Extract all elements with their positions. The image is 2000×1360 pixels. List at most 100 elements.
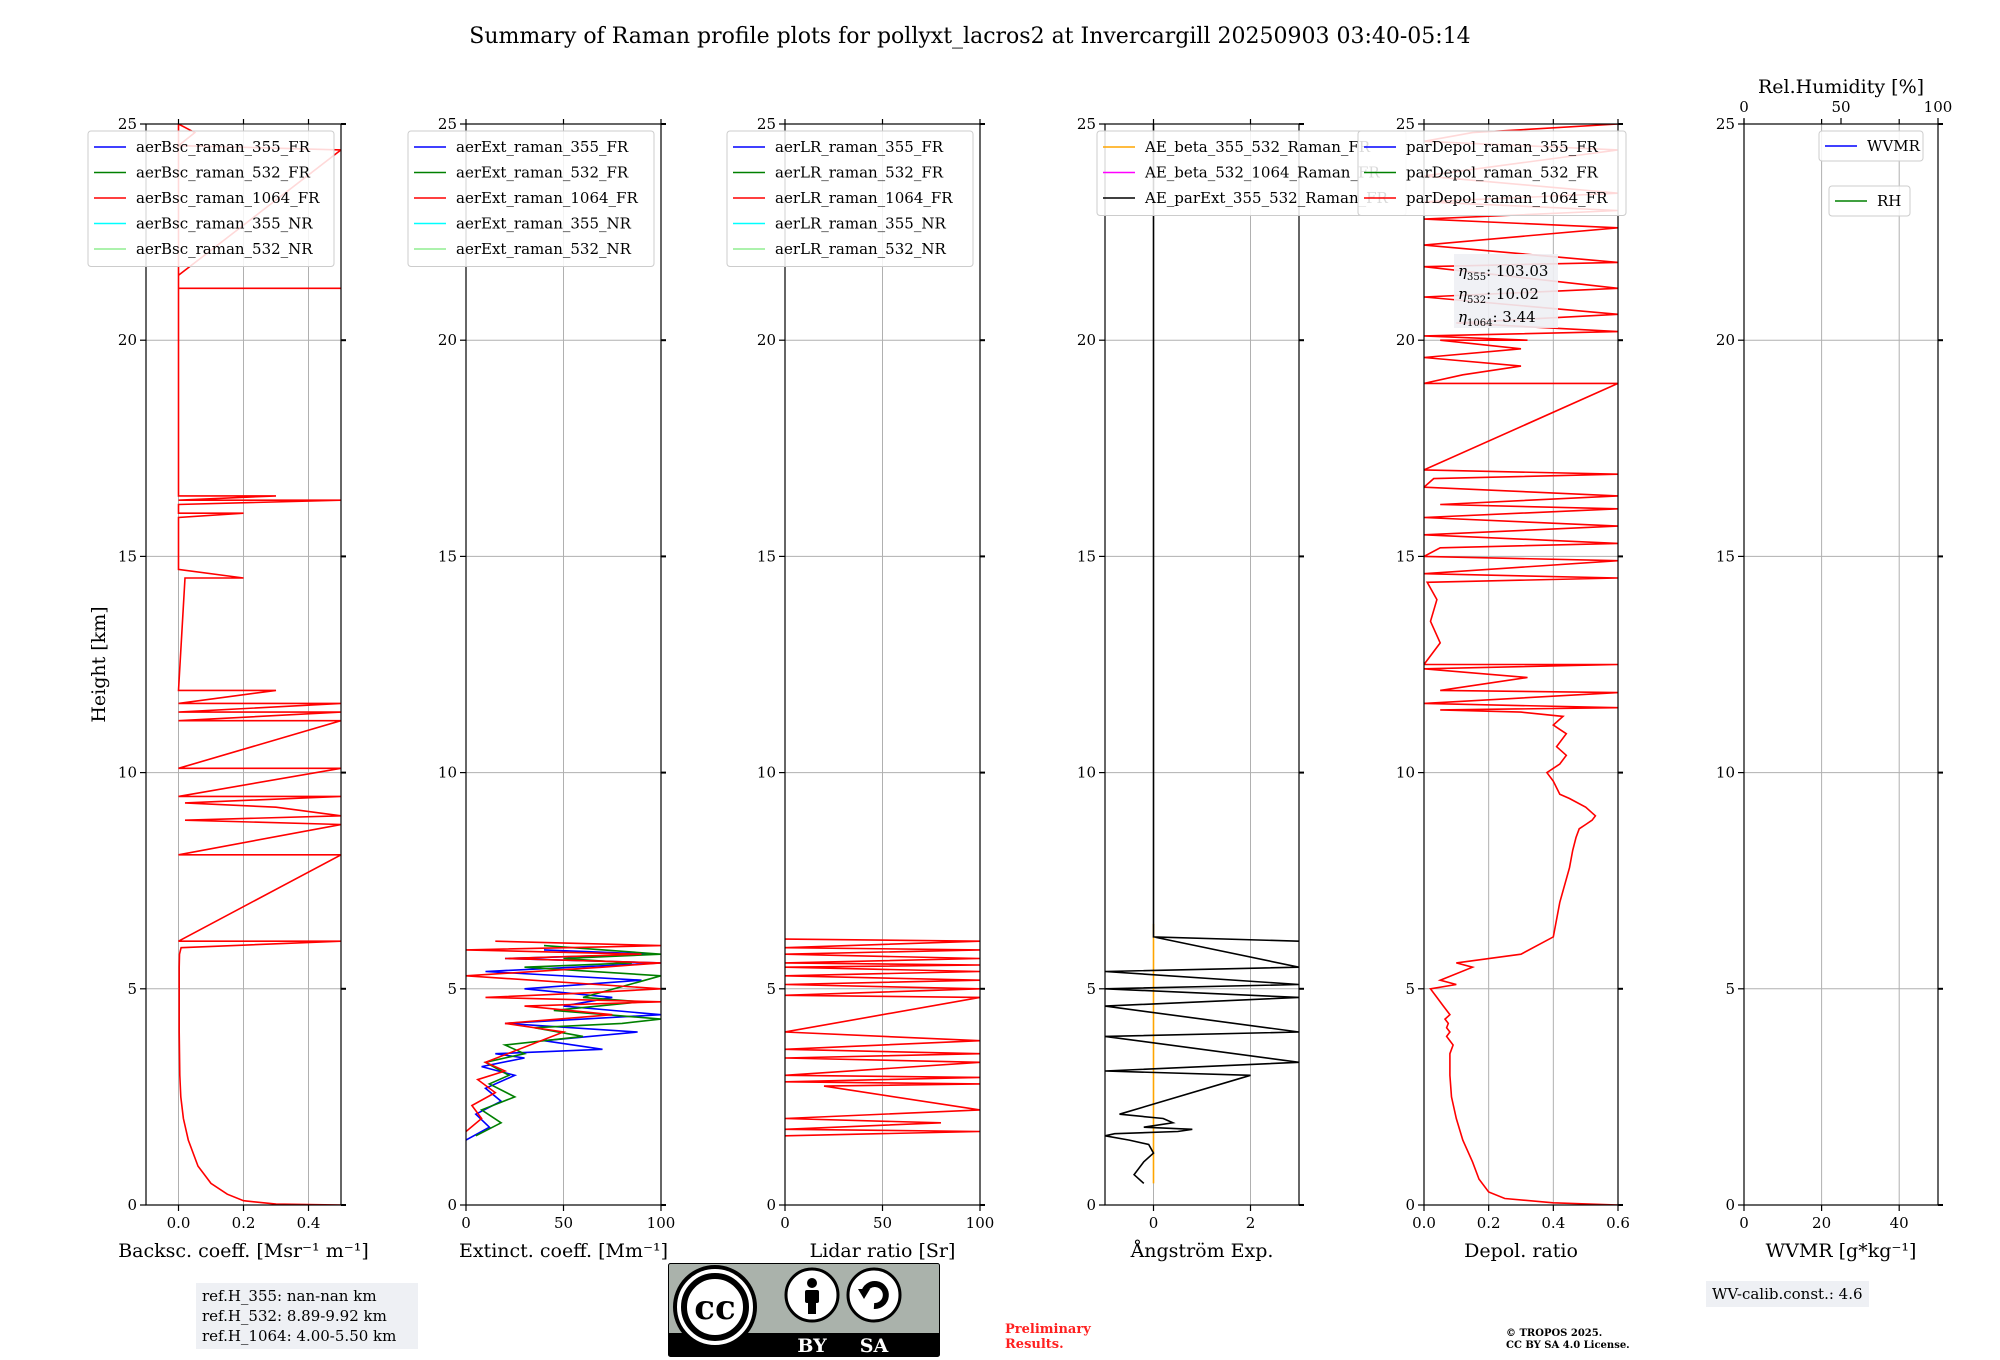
- eta-annotation: η1064: 3.44: [1458, 308, 1536, 329]
- y-tick-label: 0: [766, 1196, 776, 1214]
- legend-box: [407, 130, 655, 267]
- y-tick-label: 25: [1396, 115, 1415, 133]
- legend-label: aerBsc_raman_355_NR: [136, 215, 313, 233]
- legend: aerExt_raman_355_FR aerExt_raman_532_FRae…: [407, 130, 655, 267]
- legend-label: aerLR_raman_1064_FR: [775, 189, 953, 207]
- share-alike-icon: [846, 1267, 902, 1323]
- x-tick-label: 100: [647, 1214, 676, 1232]
- eta-annotation: η532: 10.02: [1458, 285, 1539, 306]
- y-tick-label: 20: [118, 331, 137, 349]
- eta-box: [1454, 254, 1558, 328]
- legend-label: aerExt_raman_355_FR: [456, 138, 629, 156]
- series-group: [1105, 124, 1299, 1184]
- y-tick-label: 0: [127, 1196, 137, 1214]
- legend-box: [726, 130, 974, 267]
- cc-by-sa-logo: cc BY SA: [668, 1263, 940, 1357]
- y-tick-label: 5: [1086, 980, 1096, 998]
- legend-label: parDepol_raman_355_FR: [1406, 138, 1599, 156]
- legend-label: aerLR_raman_532_FR: [775, 164, 944, 182]
- y-tick-label: 10: [1077, 764, 1096, 782]
- eta-annotation: η355: 103.03: [1458, 262, 1548, 283]
- legend-label: aerLR_raman_355_FR: [775, 138, 944, 156]
- legend-label: AE_beta_532_1064_Raman_FR: [1144, 164, 1380, 182]
- panel-lr: 0 5 10 15 20 25 0 50 100 Lidar ratio [Sr] aerLR_ra…: [726, 115, 994, 1262]
- y-tick-label: 25: [757, 115, 776, 133]
- x-tick-label: 0.4: [1541, 1214, 1565, 1232]
- x-tick-label: 0: [1149, 1214, 1159, 1232]
- ref-height-532: ref.H_532: 8.89-9.92 km: [202, 1307, 387, 1325]
- y-tick-label: 5: [1405, 980, 1415, 998]
- wv-calibration-box: WV-calib.const.: 4.6: [1706, 1281, 1869, 1307]
- series-line-aerLR_raman_1064_FR: [785, 938, 980, 1137]
- series-group: [785, 938, 980, 1137]
- x-tick-label: 20: [1812, 1214, 1831, 1232]
- legend-label: aerLR_raman_532_NR: [775, 240, 946, 258]
- y-tick-label: 10: [1396, 764, 1415, 782]
- x-tick-label: 2: [1246, 1214, 1256, 1232]
- series-line-AE_parExt_355_532_Raman_FR: [1105, 124, 1299, 1184]
- x-tick-label: 50: [873, 1214, 892, 1232]
- y-tick-label: 0: [1725, 1196, 1735, 1214]
- legend: AE_beta_355_532_Raman_FR AE_beta_532_1064…: [1096, 130, 1407, 216]
- legend-box: [1357, 130, 1627, 216]
- top-x-tick-label: 0: [1739, 98, 1749, 116]
- y-tick-label: 20: [1396, 331, 1415, 349]
- panel-ae: 0 5 10 15 20 25 0 2 Ångström Exp. AE_beta_355_532…: [1077, 115, 1407, 1262]
- legend-label: parDepol_raman_1064_FR: [1406, 189, 1608, 207]
- x-axis-label: Extinct. coeff. [Mm⁻¹]: [459, 1240, 668, 1262]
- x-tick-label: 0.2: [232, 1214, 256, 1232]
- preliminary-results-note: Preliminary Results.: [1005, 1322, 1091, 1352]
- legend: WVMR RH: [1818, 130, 1924, 217]
- x-tick-label: 0: [1739, 1214, 1749, 1232]
- panel-depol: 0 5 10 15 20 25 0.0 0.2 0.4 0.6 Depol. ratio parDep…: [1357, 115, 1630, 1262]
- legend-label: parDepol_raman_532_FR: [1406, 164, 1599, 182]
- legend: parDepol_raman_355_FR parDepol_raman_532_…: [1357, 130, 1627, 216]
- cc-text: cc: [694, 1288, 735, 1328]
- legend-label: aerExt_raman_355_NR: [456, 215, 632, 233]
- reference-heights-box: ref.H_355: nan-nan km ref.H_532: 8.89-9.…: [196, 1283, 418, 1349]
- x-tick-label: 0: [461, 1214, 471, 1232]
- legend-label: aerBsc_raman_1064_FR: [136, 189, 320, 207]
- x-tick-label: 0.2: [1477, 1214, 1501, 1232]
- y-tick-label: 5: [1725, 980, 1735, 998]
- y-tick-label: 5: [766, 980, 776, 998]
- series-group: [466, 940, 661, 1141]
- y-tick-label: 0: [1086, 1196, 1096, 1214]
- axes-frame: [1104, 123, 1300, 1206]
- legend-box: [1828, 185, 1911, 217]
- x-tick-label: 0.0: [167, 1214, 191, 1232]
- legend-label: aerLR_raman_355_NR: [775, 215, 946, 233]
- y-tick-label: 0: [1405, 1196, 1415, 1214]
- x-tick-label: 0.6: [1606, 1214, 1630, 1232]
- y-tick-label: 5: [447, 980, 457, 998]
- x-axis-label: Depol. ratio: [1464, 1240, 1578, 1262]
- legend: aerLR_raman_355_FR aerLR_raman_532_FR aerL…: [726, 130, 974, 267]
- copyright-note: © TROPOS 2025. CC BY SA 4.0 License.: [1506, 1328, 1630, 1352]
- top-axis-label: Rel.Humidity [%]: [1758, 76, 1924, 98]
- series-line-aerExt_raman_1064_FR: [466, 940, 661, 1133]
- series-line-aerBsc_raman_1064_FR: [177, 124, 341, 1205]
- y-tick-label: 5: [127, 980, 137, 998]
- y-tick-label: 15: [757, 547, 776, 565]
- top-x-tick-label: 100: [1924, 98, 1953, 116]
- y-tick-label: 15: [438, 547, 457, 565]
- panel-bsc: 0 5 10 15 20 25 0.0 0.2 0.4 Backsc. coeff. [Msr⁻¹…: [87, 115, 369, 1262]
- legend-label: AE_beta_355_532_Raman_FR: [1144, 138, 1371, 156]
- x-tick-label: 0.0: [1412, 1214, 1436, 1232]
- legend-label: aerExt_raman_532_NR: [456, 240, 632, 258]
- legend-label: AE_parExt_355_532_Raman_FR: [1144, 189, 1389, 207]
- y-tick-label: 20: [1077, 331, 1096, 349]
- sa-label: SA: [860, 1335, 889, 1357]
- figure-title: Summary of Raman profile plots for polly…: [469, 24, 1470, 49]
- y-tick-label: 20: [438, 331, 457, 349]
- y-tick-label: 25: [118, 115, 137, 133]
- legend-label: aerExt_raman_532_FR: [456, 164, 629, 182]
- y-tick-label: 15: [1077, 547, 1096, 565]
- x-axis-label: Backsc. coeff. [Msr⁻¹ m⁻¹]: [118, 1240, 369, 1262]
- legend-box: [1818, 130, 1924, 162]
- y-tick-label: 10: [757, 764, 776, 782]
- x-tick-label: 40: [1890, 1214, 1909, 1232]
- axes-frame: [1743, 123, 1939, 1206]
